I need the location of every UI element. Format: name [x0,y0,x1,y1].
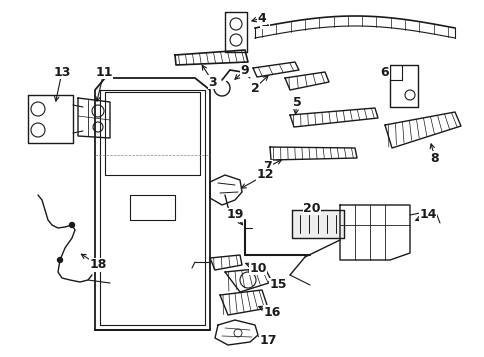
Text: 6: 6 [380,65,389,79]
Text: 13: 13 [53,65,71,79]
Text: 20: 20 [302,201,320,215]
Polygon shape [291,210,343,238]
Text: 7: 7 [263,161,272,174]
Text: 9: 9 [240,64,249,76]
Text: 1: 1 [260,15,269,29]
Text: 5: 5 [292,96,301,109]
Text: 3: 3 [208,75,217,89]
Text: 14: 14 [418,208,436,221]
Circle shape [58,257,62,262]
Text: 16: 16 [263,306,280,318]
Text: 12: 12 [256,169,273,181]
Text: 17: 17 [259,333,276,347]
Text: 10: 10 [249,261,266,275]
Circle shape [69,222,75,227]
Text: 8: 8 [430,151,439,165]
Text: 15: 15 [269,278,286,292]
Text: 2: 2 [250,81,259,95]
Text: 18: 18 [89,258,106,272]
Text: 4: 4 [257,11,266,25]
Text: 11: 11 [95,65,112,79]
Text: 19: 19 [226,208,243,221]
